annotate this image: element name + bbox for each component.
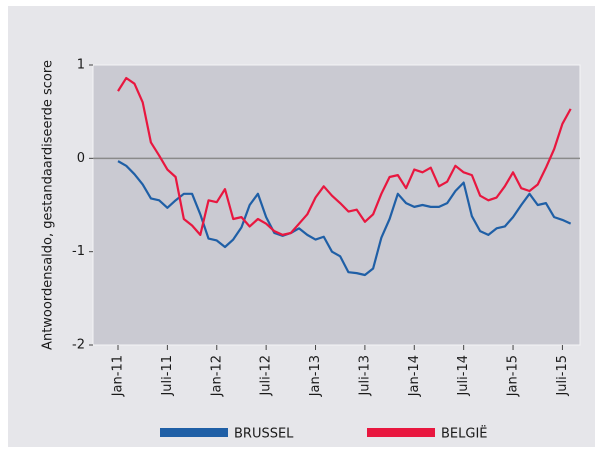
legend-label: BRUSSEL: [234, 427, 294, 442]
series-line: [117, 160, 572, 277]
x-tick-label: Juli-14: [456, 355, 471, 397]
legend-label: BELGIË: [441, 426, 488, 442]
legend-swatch: [160, 428, 228, 437]
x-tick-label: Jan-11: [111, 355, 126, 397]
y-tick-label: 0: [77, 151, 85, 166]
x-tick-label: Juli-12: [259, 355, 274, 397]
y-axis-title: Antwoordensaldo, gestandaardiseerde scor…: [41, 60, 56, 350]
series-line: [117, 76, 572, 236]
plot-area: [92, 64, 581, 346]
x-tick-label: Jan-13: [308, 355, 323, 397]
y-tick-label: 1: [77, 58, 85, 73]
y-tick-label: -2: [72, 338, 85, 353]
x-tick-label: Jan-14: [407, 355, 422, 397]
x-tick-label: Juli-15: [555, 355, 570, 397]
y-tick-label: -1: [72, 244, 85, 259]
x-tick-label: Juli-13: [357, 355, 372, 397]
x-tick-label: Jan-12: [209, 355, 224, 397]
legend-swatch: [367, 428, 435, 437]
x-tick-label: Juli-11: [160, 355, 175, 397]
x-tick-label: Jan-15: [506, 355, 521, 397]
